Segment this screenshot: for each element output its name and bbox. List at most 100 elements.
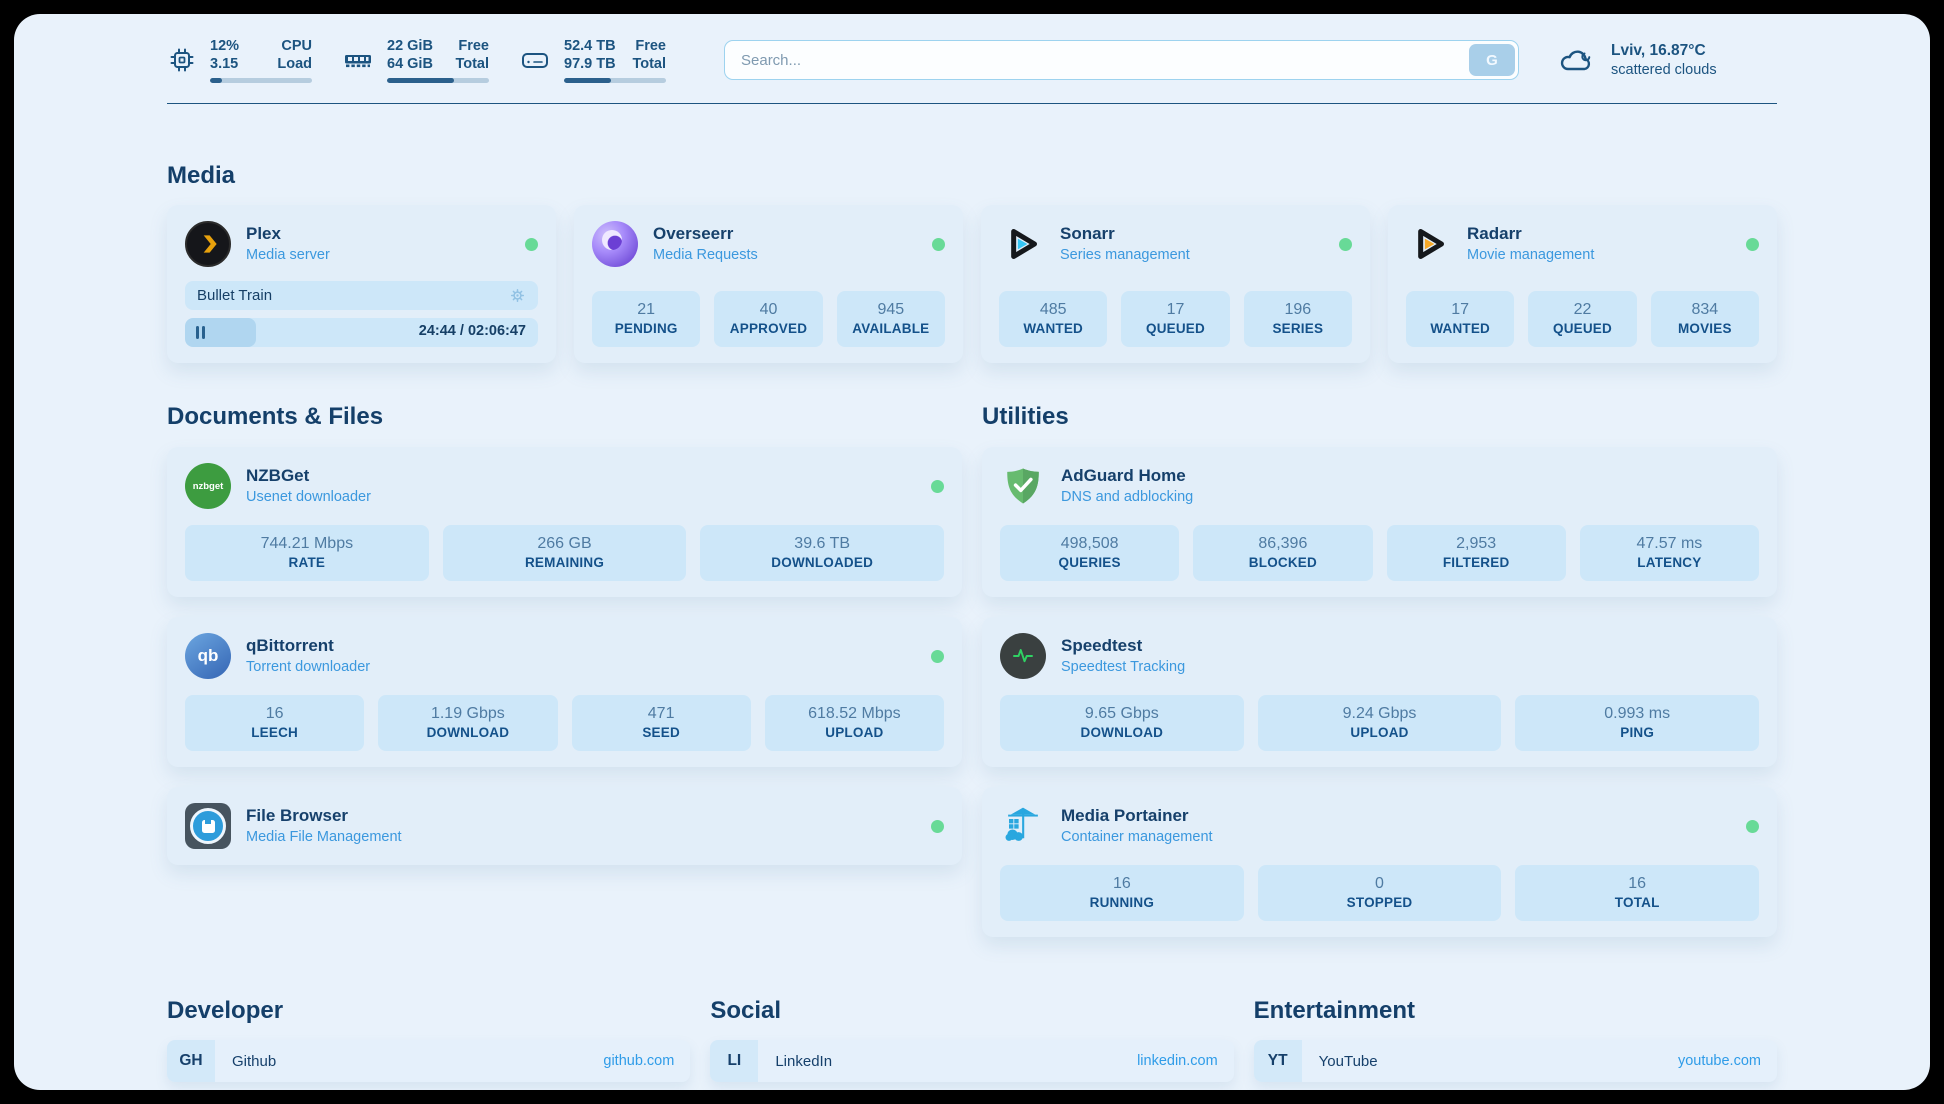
ram-stat: 22 GiB Free 64 GiB Total	[342, 37, 489, 83]
cpu-value: 12%	[210, 38, 240, 54]
session-gear-icon[interactable]	[509, 287, 526, 304]
stat-wanted: 17 WANTED	[1406, 291, 1515, 347]
bookmark-badge: YT	[1253, 1040, 1302, 1082]
status-dot	[1746, 237, 1759, 251]
bookmark-url: github.com	[603, 1053, 675, 1069]
bookmark-badge: LI	[710, 1040, 759, 1082]
app-card-nzbget[interactable]: nzbget NZBGet Usenet downloader 744.21 M…	[167, 447, 962, 597]
app-name: NZBGet	[246, 466, 310, 485]
stat-filtered: 2,953 FILTERED	[1386, 525, 1566, 581]
cpu-progressbar	[210, 78, 312, 83]
bookmark-url: linkedin.com	[1137, 1053, 1218, 1069]
status-dot	[932, 237, 945, 251]
stat-approved: 40 APPROVED	[714, 291, 823, 347]
qbittorrent-icon: qb	[185, 633, 231, 679]
ram-progressbar	[387, 78, 489, 83]
search-bar: G	[724, 40, 1519, 80]
ram-free-label: Free	[458, 38, 489, 54]
stat-queued: 17 QUEUED	[1121, 291, 1230, 347]
ram-free-value: 22 GiB	[387, 38, 433, 54]
app-name: Sonarr	[1060, 224, 1115, 243]
app-card-radarr[interactable]: Radarr Movie management 17 WANTED 22 QUEUE…	[1388, 205, 1777, 363]
bookmark-name: Github	[232, 1052, 277, 1070]
app-subtitle: Media Requests	[653, 247, 758, 263]
stat-rate: 744.21 Mbps RATE	[185, 525, 429, 581]
player-time: 24:44 / 02:06:47	[418, 323, 526, 339]
topbar-divider	[167, 103, 1777, 104]
ram-total-label: Total	[455, 56, 489, 72]
stat-upload: 618.52 Mbps UPLOAD	[764, 695, 944, 751]
app-card-speedtest[interactable]: Speedtest Speedtest Tracking 9.65 Gbps DO…	[982, 617, 1777, 767]
app-card-overseerr[interactable]: Overseerr Media Requests 21 PENDING 40 APP…	[574, 205, 963, 363]
app-subtitle: DNS and adblocking	[1061, 489, 1194, 505]
ram-progress-fill	[387, 78, 455, 83]
app-subtitle: Series management	[1060, 247, 1190, 263]
ram-total-value: 64 GiB	[387, 56, 433, 72]
cpu-icon	[170, 48, 194, 72]
stat-upload: 9.24 Gbps UPLOAD	[1257, 695, 1502, 751]
player-progress[interactable]: 24:44 / 02:06:47	[185, 318, 538, 347]
stat-queries: 498,508 QUERIES	[1000, 525, 1180, 581]
stat-seed: 471 SEED	[571, 695, 751, 751]
app-name: Media Portainer	[1061, 806, 1189, 825]
stat-downloaded: 39.6 TB DOWNLOADED	[700, 525, 945, 581]
portainer-icon	[1000, 803, 1046, 849]
disk-progress-fill	[564, 78, 611, 83]
stat-download: 9.65 Gbps DOWNLOAD	[1000, 695, 1244, 751]
dashboard-page: 12% CPU 3.15 Load 22 GiB Free 64 GiB Total	[14, 14, 1930, 1090]
bookmark-github[interactable]: GH Github github.com	[167, 1040, 691, 1082]
app-card-filebrowser[interactable]: File Browser Media File Management	[167, 787, 962, 865]
disk-free-label: Free	[635, 38, 666, 54]
app-card-adguard[interactable]: AdGuard Home DNS and adblocking 498,508 Q…	[982, 447, 1777, 597]
section-title-social: Social	[710, 997, 782, 1024]
app-name: Speedtest	[1061, 636, 1143, 655]
bookmark-youtube[interactable]: YT YouTube youtube.com	[1253, 1040, 1777, 1082]
stat-available: 945 AVAILABLE	[836, 291, 945, 347]
pause-icon[interactable]	[196, 326, 206, 339]
sonarr-icon	[999, 221, 1045, 267]
bookmark-name: YouTube	[1318, 1052, 1378, 1070]
cloud-icon	[1560, 50, 1591, 71]
status-dot	[931, 819, 944, 833]
status-dot	[525, 237, 538, 251]
stat-running: 16 RUNNING	[1000, 865, 1244, 921]
app-card-sonarr[interactable]: Sonarr Series management 485 WANTED 17 QUE…	[981, 205, 1370, 363]
bookmark-linkedin[interactable]: LI LinkedIn linkedin.com	[710, 1040, 1234, 1082]
app-card-qbittorrent[interactable]: qb qBittorrent Torrent downloader 16 LEEC…	[167, 617, 962, 767]
stat-total: 16 TOTAL	[1515, 865, 1760, 921]
app-name: File Browser	[246, 806, 349, 825]
disk-free-value: 52.4 TB	[564, 38, 616, 54]
app-subtitle: Movie management	[1467, 247, 1595, 263]
cpu-label: CPU	[281, 38, 312, 54]
section-title-documents: Documents & Files	[167, 403, 384, 430]
disk-total-value: 97.9 TB	[564, 56, 616, 72]
section-title-media: Media	[167, 162, 236, 189]
stat-blocked: 86,396 BLOCKED	[1193, 525, 1373, 581]
stat-remaining: 266 GB REMAINING	[442, 525, 687, 581]
app-card-portainer[interactable]: Media Portainer Container management 16 R…	[982, 787, 1777, 937]
bookmark-url: youtube.com	[1677, 1053, 1761, 1069]
weather-condition: scattered clouds	[1611, 61, 1717, 78]
app-subtitle: Media server	[246, 247, 330, 263]
cpu-progress-fill	[210, 78, 223, 83]
app-subtitle: Torrent downloader	[246, 659, 371, 675]
stat-pending: 21 PENDING	[592, 291, 701, 347]
app-name: qBittorrent	[246, 636, 334, 655]
app-card-plex[interactable]: Plex Media server Bullet Train	[167, 205, 556, 363]
disk-icon	[522, 53, 548, 68]
radarr-icon	[1406, 221, 1452, 267]
filebrowser-icon	[185, 803, 231, 849]
stat-wanted: 485 WANTED	[999, 291, 1108, 347]
disk-progressbar	[564, 78, 666, 83]
search-input[interactable]	[724, 40, 1519, 80]
stat-stopped: 0 STOPPED	[1257, 865, 1502, 921]
search-engine-button[interactable]: G	[1469, 44, 1515, 76]
section-title-entertainment: Entertainment	[1253, 997, 1416, 1024]
now-playing-title: Bullet Train	[197, 287, 273, 304]
speedtest-icon	[1000, 633, 1046, 679]
bookmark-name: LinkedIn	[775, 1052, 833, 1070]
app-name: Plex	[246, 224, 281, 243]
stat-series: 196 SERIES	[1243, 291, 1352, 347]
ram-icon	[345, 55, 371, 68]
stat-latency: 47.57 ms LATENCY	[1579, 525, 1759, 581]
